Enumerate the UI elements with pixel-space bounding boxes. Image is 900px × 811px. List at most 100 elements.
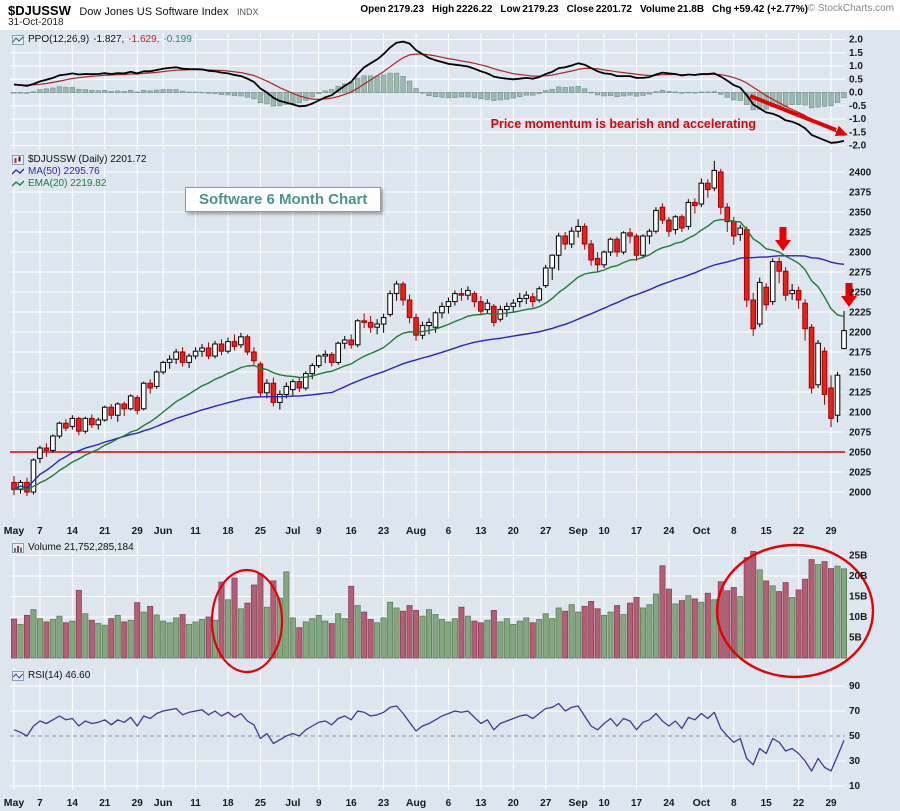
chart-title-box: Software 6 Month Chart xyxy=(185,187,382,212)
svg-text:18: 18 xyxy=(222,526,234,537)
ppo-legend-icon xyxy=(12,34,24,45)
svg-text:8: 8 xyxy=(731,526,737,537)
svg-text:Oct: Oct xyxy=(693,525,711,537)
svg-text:2375: 2375 xyxy=(849,188,872,199)
svg-text:2025: 2025 xyxy=(849,468,872,479)
svg-text:2350: 2350 xyxy=(849,208,872,219)
price-legend: $DJUSSW (Daily) 2201.72 MA(50) 2295.76 E… xyxy=(12,154,146,190)
svg-text:2000: 2000 xyxy=(849,488,872,499)
svg-text:0.5: 0.5 xyxy=(849,74,863,85)
svg-text:25B: 25B xyxy=(849,551,867,562)
svg-text:70: 70 xyxy=(849,706,861,717)
exchange-tag: INDX xyxy=(236,7,259,17)
svg-text:15: 15 xyxy=(761,798,773,809)
svg-text:22: 22 xyxy=(793,798,805,809)
quote-strip: Open 2179.23 High 2226.22 Low 2179.23 Close… xyxy=(360,4,808,15)
svg-text:2150: 2150 xyxy=(849,368,872,379)
price-legend-symbol: $DJUSSW (Daily) 2201.72 xyxy=(28,154,147,165)
svg-text:22: 22 xyxy=(793,526,805,537)
svg-text:2225: 2225 xyxy=(849,308,872,319)
ma50-legend-row: MA(50) 2295.76 xyxy=(12,166,146,177)
svg-text:5B: 5B xyxy=(849,633,862,644)
svg-text:10: 10 xyxy=(599,526,611,537)
svg-text:10: 10 xyxy=(849,781,861,792)
quote-open: Open 2179.23 xyxy=(360,4,425,15)
svg-text:23: 23 xyxy=(378,798,390,809)
ema20-legend-swatch xyxy=(12,180,24,186)
svg-text:15B: 15B xyxy=(849,592,867,603)
ema20-legend-row: EMA(20) 2219.82 xyxy=(12,178,146,189)
svg-text:-1.0: -1.0 xyxy=(849,114,867,125)
index-name: Dow Jones US Software Index xyxy=(79,6,229,18)
svg-text:Jun: Jun xyxy=(154,525,173,537)
svg-text:9: 9 xyxy=(316,526,322,537)
ema20-legend-label: EMA(20) 2219.82 xyxy=(28,178,107,189)
rsi-legend-label: RSI(14) 46.60 xyxy=(28,670,91,681)
svg-text:11: 11 xyxy=(190,526,201,537)
svg-text:21: 21 xyxy=(99,798,111,809)
svg-text:27: 27 xyxy=(540,526,552,537)
svg-text:2200: 2200 xyxy=(849,328,872,339)
svg-text:14: 14 xyxy=(67,526,79,537)
symbol-ticker: $DJUSSW xyxy=(8,3,71,18)
svg-text:24: 24 xyxy=(663,798,675,809)
svg-text:Jul: Jul xyxy=(285,525,300,537)
svg-text:Jul: Jul xyxy=(285,797,300,809)
svg-text:25: 25 xyxy=(255,526,267,537)
svg-text:-0.5: -0.5 xyxy=(849,101,867,112)
svg-text:May: May xyxy=(4,797,25,809)
price-legend-symbol-row: $DJUSSW (Daily) 2201.72 xyxy=(12,154,146,165)
svg-text:50: 50 xyxy=(849,731,861,742)
quote-close: Close 2201.72 xyxy=(566,4,632,15)
svg-text:2100: 2100 xyxy=(849,408,872,419)
svg-text:17: 17 xyxy=(631,526,643,537)
svg-text:2400: 2400 xyxy=(849,168,872,179)
volume-legend: Volume 21,752,285,184 xyxy=(12,542,134,553)
volume-legend-icon xyxy=(12,542,24,553)
svg-text:17: 17 xyxy=(631,798,643,809)
ma50-legend-label: MA(50) 2295.76 xyxy=(28,166,100,177)
svg-text:1.5: 1.5 xyxy=(849,48,863,59)
svg-text:14: 14 xyxy=(67,798,79,809)
svg-text:-1.5: -1.5 xyxy=(849,127,867,138)
ppo-value-line: -1.827, xyxy=(93,34,125,45)
svg-text:21: 21 xyxy=(99,526,111,537)
svg-text:16: 16 xyxy=(346,526,358,537)
ppo-panel xyxy=(11,40,847,144)
annotation-arrows xyxy=(749,94,857,307)
svg-text:2325: 2325 xyxy=(849,228,872,239)
svg-text:Sep: Sep xyxy=(569,525,588,537)
svg-text:16: 16 xyxy=(346,798,358,809)
axis-labels: 2400237523502325230022752250222522002175… xyxy=(4,35,872,810)
chart-date: 31-Oct-2018 xyxy=(8,17,64,28)
svg-text:90: 90 xyxy=(849,681,861,692)
svg-text:7: 7 xyxy=(37,526,43,537)
chart-header: $DJUSSW Dow Jones US Software Index INDX… xyxy=(0,0,900,30)
svg-text:Sep: Sep xyxy=(569,797,588,809)
ppo-legend-label: PPO(12,26,9) xyxy=(28,34,90,45)
svg-text:2300: 2300 xyxy=(849,248,872,259)
price-panel xyxy=(10,160,847,496)
svg-text:20B: 20B xyxy=(849,571,867,582)
svg-text:2.0: 2.0 xyxy=(849,35,863,46)
svg-text:10: 10 xyxy=(599,798,611,809)
svg-text:0.0: 0.0 xyxy=(849,88,863,99)
momentum-annotation: Price momentum is bearish and accelerati… xyxy=(490,117,756,131)
ppo-value-hist: -0.199 xyxy=(163,34,192,45)
svg-text:29: 29 xyxy=(825,526,837,537)
quote-low: Low 2179.23 xyxy=(500,4,559,15)
svg-text:2125: 2125 xyxy=(849,388,872,399)
svg-text:8: 8 xyxy=(731,798,737,809)
svg-text:7: 7 xyxy=(37,798,43,809)
chart-background xyxy=(0,30,900,811)
svg-text:2175: 2175 xyxy=(849,348,872,359)
rsi-panel xyxy=(10,702,845,772)
svg-text:13: 13 xyxy=(475,526,487,537)
volume-legend-label: Volume 21,752,285,184 xyxy=(28,542,134,553)
copyright-notice: © StockCharts.com xyxy=(807,3,894,14)
svg-text:6: 6 xyxy=(446,526,452,537)
svg-text:Jun: Jun xyxy=(154,797,173,809)
svg-text:20: 20 xyxy=(508,526,520,537)
rsi-legend: RSI(14) 46.60 xyxy=(12,670,90,681)
svg-text:24: 24 xyxy=(663,526,675,537)
